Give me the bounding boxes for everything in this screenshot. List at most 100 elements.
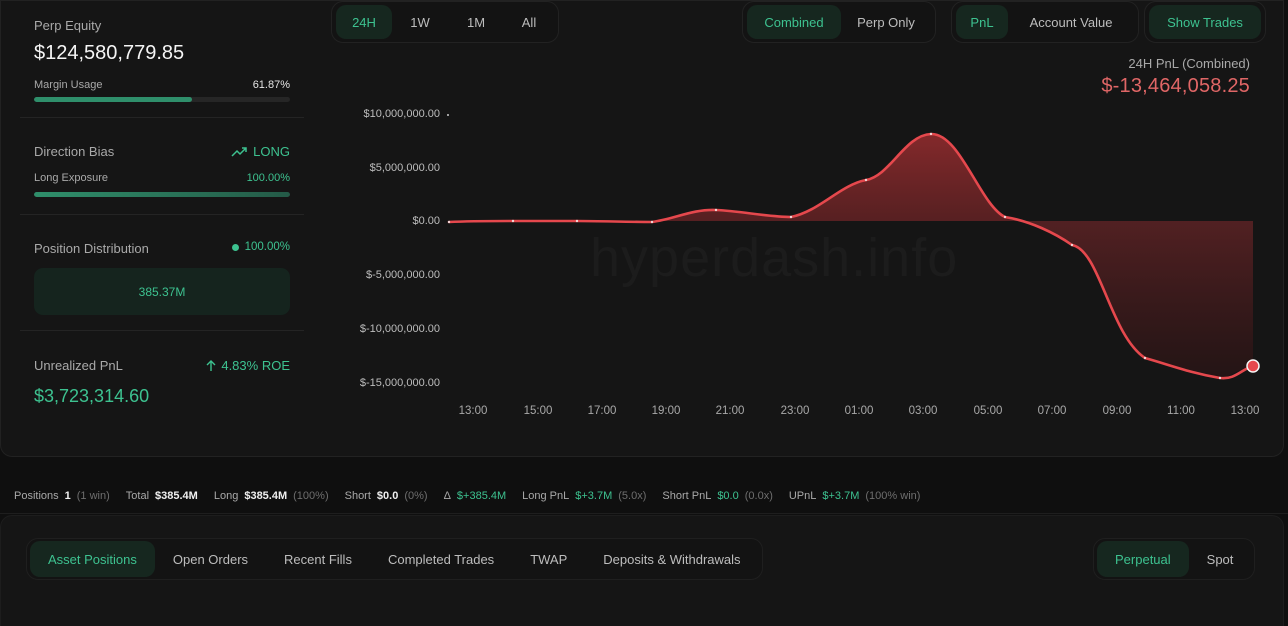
account-summary-sidebar: Perp Equity $124,580,779.85 Margin Usage… [14, 0, 310, 440]
axis-dot [447, 114, 449, 116]
unrealized-pnl-value: $3,723,314.60 [34, 386, 150, 406]
timeframe-24h[interactable]: 24H [336, 5, 392, 39]
tab-asset-positions[interactable]: Asset Positions [30, 541, 155, 577]
stat-key: Short [344, 489, 371, 502]
pnl-summary: 24H PnL (Combined) $-13,464,058.25 [1101, 56, 1250, 98]
long-exposure-bar [34, 192, 290, 197]
stat-sub: (100%) [293, 489, 329, 502]
margin-usage-label: Margin Usage [34, 79, 103, 91]
position-distribution-indicator: 100.00% [231, 241, 290, 253]
stat-short: Short $0.0 (0%) [345, 490, 428, 502]
x-tick-label: 21:00 [715, 405, 745, 417]
positions-stats-bar: Positions 1 (1 win) Total $385.4M Long $… [0, 478, 1288, 514]
tab-recent-fills[interactable]: Recent Fills [284, 551, 352, 567]
scope-selector: Combined Perp Only [742, 1, 936, 43]
stat-value: $0.0 [717, 489, 739, 502]
long-exposure-bar-fill [34, 192, 290, 197]
x-tick-label: 15:00 [523, 405, 553, 417]
scope-perp-only[interactable]: Perp Only [857, 14, 915, 30]
stat-long-pnl: Long PnL $+3.7M (5.0x) [522, 490, 646, 502]
tab-completed-trades[interactable]: Completed Trades [387, 551, 495, 567]
market-spot[interactable]: Spot [1206, 551, 1234, 567]
stat-short-pnl: Short PnL $0.0 (0.0x) [662, 490, 772, 502]
stat-key: Long [213, 489, 239, 502]
long-exposure-label: Long Exposure [34, 172, 108, 184]
roe-indicator: 4.83% ROE [205, 358, 290, 373]
position-distribution-bar[interactable]: 385.37M [34, 268, 290, 315]
stat-upnl: UPnL $+3.7M (100% win) [789, 490, 921, 502]
x-tick-label: 01:00 [844, 405, 874, 417]
stat-key: UPnL [788, 489, 817, 502]
x-tick-label: 07:00 [1037, 405, 1067, 417]
unrealized-pnl-label: Unrealized PnL [34, 358, 123, 373]
position-distribution-label: Position Distribution [34, 241, 149, 256]
y-tick-label: $5,000,000.00 [369, 162, 440, 174]
stat-key: Short PnL [662, 489, 712, 502]
tab-twap[interactable]: TWAP [530, 551, 568, 567]
stat-value: $+3.7M [822, 489, 860, 502]
trending-up-icon [231, 146, 247, 157]
stat-value: $+385.4M [456, 489, 507, 502]
long-exposure-value: 100.00% [246, 172, 290, 184]
position-distribution-percent: 100.00% [244, 241, 290, 253]
stat-key: Positions [14, 489, 59, 502]
pnl-summary-title: 24H PnL (Combined) [1128, 56, 1250, 71]
x-tick-label: 03:00 [908, 405, 938, 417]
market-perpetual[interactable]: Perpetual [1097, 541, 1189, 577]
show-trades-toggle[interactable]: Show Trades [1149, 5, 1261, 39]
x-tick-label: 19:00 [651, 405, 681, 417]
market-type-toggle: Perpetual Spot [1093, 538, 1256, 580]
pnl-line-chart [447, 114, 1260, 380]
y-tick-label: $-15,000,000.00 [359, 377, 440, 389]
direction-bias-indicator: LONG [231, 144, 290, 159]
stat-sub: (100% win) [865, 489, 921, 502]
watermark: hyperdash.info [590, 228, 959, 288]
x-tick-label: 23:00 [780, 405, 810, 417]
show-trades-container: Show Trades [1144, 1, 1266, 43]
position-distribution-bar-value: 385.37M [138, 284, 186, 299]
direction-bias-label: Direction Bias [34, 144, 115, 159]
roe-value: 4.83% ROE [221, 358, 290, 373]
margin-usage-bar-fill [34, 97, 193, 102]
timeframe-1w[interactable]: 1W [410, 14, 430, 30]
perp-equity-value: $124,580,779.85 [34, 42, 185, 64]
x-tick-label: 11:00 [1167, 405, 1195, 417]
stat-value: $0.0 [376, 489, 399, 502]
stat-value: $+3.7M [575, 489, 613, 502]
timeframe-selector: 24H 1W 1M All [331, 1, 559, 43]
stat-sub: (0.0x) [744, 489, 773, 502]
x-tick-label: 17:00 [587, 405, 617, 417]
metric-pnl[interactable]: PnL [956, 5, 1008, 39]
y-tick-label: $-10,000,000.00 [359, 323, 440, 335]
stat-key: Total [125, 489, 150, 502]
stat-delta: Δ $+385.4M [444, 490, 507, 502]
stat-total: Total $385.4M [126, 490, 198, 502]
margin-usage-bar [34, 97, 290, 102]
x-tick-label: 05:00 [973, 405, 1003, 417]
margin-usage-value: 61.87% [252, 79, 290, 91]
metric-account-value[interactable]: Account Value [1029, 14, 1113, 30]
x-tick-label: 13:00 [1230, 405, 1260, 417]
y-tick-label: $-5,000,000.00 [365, 269, 440, 281]
stat-key: Long PnL [522, 489, 570, 502]
timeframe-all[interactable]: All [521, 14, 537, 30]
stat-sub: (5.0x) [618, 489, 647, 502]
stat-sub: (1 win) [76, 489, 110, 502]
tab-deposits-withdrawals[interactable]: Deposits & Withdrawals [603, 551, 741, 567]
current-value-marker[interactable] [1246, 359, 1260, 373]
stat-long: Long $385.4M (100%) [214, 490, 329, 502]
delta-icon: Δ [443, 489, 451, 502]
pnl-chart[interactable]: hyperdash.info $10,000,000.00 $5,000,000… [330, 95, 1280, 435]
tab-open-orders[interactable]: Open Orders [172, 551, 249, 567]
y-tick-label: $10,000,000.00 [363, 108, 440, 120]
scope-combined[interactable]: Combined [747, 5, 841, 39]
y-tick-label: $0.00 [412, 215, 440, 227]
x-tick-label: 09:00 [1102, 405, 1132, 417]
positions-tabs: Asset Positions Open Orders Recent Fills… [26, 538, 763, 580]
stat-value: $385.4M [244, 489, 288, 502]
metric-selector: PnL Account Value [951, 1, 1139, 43]
stat-value: 1 [64, 489, 71, 502]
pnl-summary-value: $-13,464,058.25 [1101, 75, 1250, 97]
timeframe-1m[interactable]: 1M [466, 14, 486, 30]
divider [20, 214, 304, 215]
